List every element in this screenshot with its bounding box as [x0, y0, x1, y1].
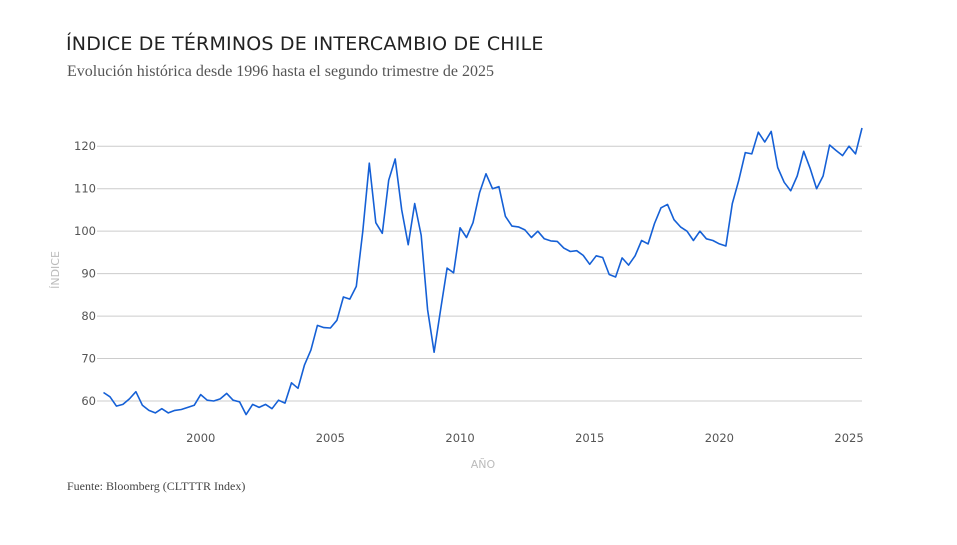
x-tick-label: 2015	[575, 431, 604, 445]
y-tick-label: 120	[74, 139, 96, 153]
x-tick-label: 2025	[834, 431, 863, 445]
source-note: Fuente: Bloomberg (CLTTTR Index)	[67, 479, 246, 493]
x-tick-label: 2020	[705, 431, 734, 445]
series-line	[103, 127, 863, 416]
chart-title: ÍNDICE DE TÉRMINOS DE INTERCAMBIO DE CHI…	[66, 33, 544, 55]
y-tick-label: 70	[81, 352, 96, 366]
x-tick-label: 2000	[186, 431, 215, 445]
y-axis-label: ÍNDICE	[49, 251, 62, 289]
y-tick-label: 80	[81, 309, 96, 323]
y-tick-label: 60	[81, 394, 96, 408]
chart-subtitle: Evolución histórica desde 1996 hasta el …	[67, 63, 495, 80]
x-tick-label: 2010	[445, 431, 474, 445]
y-tick-label: 90	[81, 267, 96, 281]
x-axis-label: AÑO	[471, 458, 496, 471]
x-tick-label: 2005	[316, 431, 345, 445]
y-tick-label: 100	[74, 224, 96, 238]
y-tick-label: 110	[74, 182, 96, 196]
